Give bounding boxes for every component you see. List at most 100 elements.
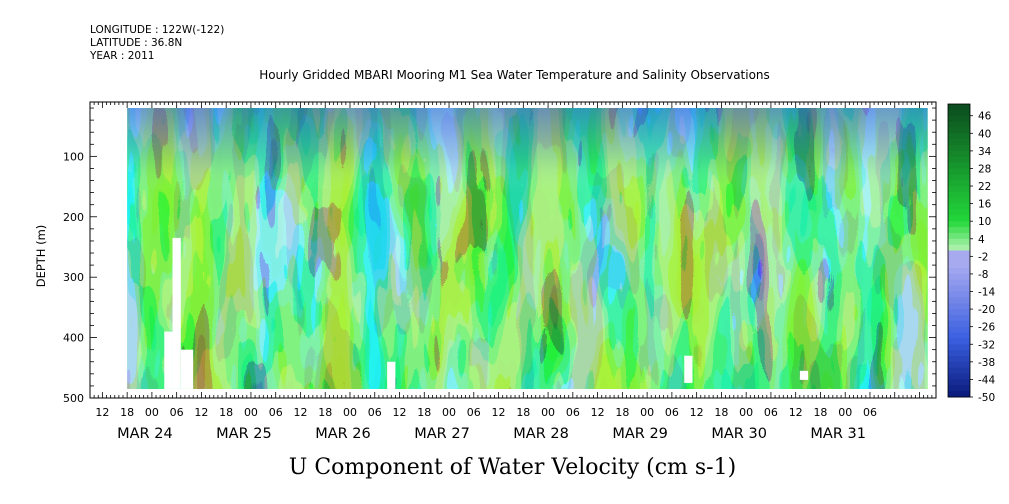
x-tick-label: 06 (170, 406, 184, 419)
colorbar-swatch (948, 115, 970, 123)
colorbar-swatch (948, 244, 970, 251)
x-tick-label: 00 (343, 406, 357, 419)
y-tick-label: 500 (63, 392, 84, 405)
x-date-label: MAR 31 (810, 426, 866, 442)
colorbar-swatch (948, 186, 970, 193)
colorbar-swatch (948, 344, 970, 351)
colorbar-label: 10 (978, 216, 991, 228)
plot-border (89, 101, 937, 399)
colorbar-label: 40 (978, 128, 991, 140)
x-tick-label: 18 (813, 406, 827, 419)
colorbar-label: -20 (978, 304, 995, 316)
colorbar-swatch (948, 314, 970, 322)
y-tick-label: 100 (63, 150, 84, 163)
colorbar-swatch (948, 133, 970, 140)
year-label: YEAR : 2011 (90, 50, 155, 62)
colorbar-label: -50 (978, 392, 995, 404)
colorbar-swatch (948, 332, 970, 339)
colorbar-swatch (948, 303, 970, 310)
missing-block (684, 355, 693, 383)
x-tick-label: 00 (442, 406, 456, 419)
colorbar-swatch (948, 145, 970, 152)
colorbar-swatch (948, 355, 970, 363)
colorbar-swatch (948, 326, 970, 334)
colorbar-swatch (948, 291, 970, 298)
colorbar-swatch (948, 150, 970, 158)
colorbar-swatch (948, 391, 970, 398)
colorbar-swatch (948, 256, 970, 263)
missing-block (164, 331, 173, 389)
variable-label: U Component of Water Velocity (cm s-1) (288, 455, 737, 480)
mooring-metadata: LONGITUDE : 122W(-122) LATITUDE : 36.8N … (90, 24, 224, 63)
x-tick-label: 12 (293, 406, 307, 419)
colorbar-swatch (948, 250, 970, 257)
x-tick-label: 00 (640, 406, 654, 419)
colorbar-swatch (948, 285, 970, 293)
y-axis: 100 200 300 400 500 (63, 107, 936, 405)
missing-block (387, 361, 396, 389)
colorbar-label: 22 (978, 181, 991, 193)
x-date-label: MAR 27 (414, 426, 470, 442)
colorbar-swatch (948, 309, 970, 316)
plot-frame (89, 101, 937, 399)
x-tick-label: 00 (145, 406, 159, 419)
colorbar-swatch (948, 168, 970, 175)
colorbar-swatch (948, 379, 970, 386)
x-date-label: MAR 25 (216, 426, 272, 442)
x-tick-label: 00 (244, 406, 258, 419)
chart-title: Hourly Gridded MBARI Mooring M1 Sea Wate… (259, 68, 770, 82)
missing-block (180, 349, 194, 389)
x-tick-label: 12 (789, 406, 803, 419)
colorbar-swatch (948, 127, 970, 134)
colorbar-swatch (948, 385, 970, 392)
colorbar-swatch (948, 191, 970, 199)
x-tick-label: 18 (318, 406, 332, 419)
colorbar-swatch (948, 279, 970, 287)
colorbar-label: 46 (978, 111, 992, 123)
colorbar-swatch (948, 361, 970, 369)
x-date-label: MAR 30 (711, 426, 767, 442)
colorbar-swatch (948, 197, 970, 205)
colorbar-label: 4 (978, 234, 985, 246)
x-tick-label: 18 (516, 406, 530, 419)
x-tick-label: 18 (120, 406, 134, 419)
x-tick-label: 06 (764, 406, 778, 419)
colorbar-swatch (948, 174, 970, 181)
x-tick-label: 18 (219, 406, 233, 419)
colorbar-swatch (948, 297, 970, 304)
missing-block (799, 370, 809, 380)
colorbar-swatch (948, 268, 970, 275)
colorbar-swatch (948, 338, 970, 345)
colorbar-border (947, 103, 971, 398)
colorbar-swatch (948, 367, 970, 375)
x-tick-label: 06 (467, 406, 481, 419)
colorbar-label: 16 (978, 199, 992, 211)
latitude-label: LATITUDE : 36.8N (90, 37, 183, 49)
colorbar-label: -38 (978, 357, 995, 369)
colorbar-swatch (948, 227, 970, 234)
colorbar-label: -8 (978, 269, 988, 281)
x-axis: 12 18 00 06 12 18 00 06 12 18 00 06 12 18 00 06 12 18 00 06… (89, 102, 937, 442)
x-tick-label: 12 (591, 406, 605, 419)
x-date-label: MAR 29 (612, 426, 668, 442)
colorbar-label: -32 (978, 339, 995, 351)
x-tick-label: 00 (739, 406, 753, 419)
colorbar-label: -26 (978, 322, 995, 334)
colorbar-swatch (948, 320, 970, 328)
colorbar-swatch (948, 262, 970, 269)
y-tick-label: 200 (63, 211, 84, 224)
y-tick-label: 400 (63, 332, 84, 345)
colorbar-label: 34 (978, 146, 992, 158)
longitude-label: LONGITUDE : 122W(-122) (90, 24, 225, 36)
x-date-label: MAR 28 (513, 426, 569, 442)
colorbar-swatch (948, 109, 970, 117)
colorbar-swatch (948, 273, 970, 281)
colorbar-swatch (948, 221, 970, 228)
x-tick-label: 06 (269, 406, 283, 419)
colorbar-label: -14 (978, 287, 995, 299)
colorbar-swatch (948, 209, 970, 216)
x-tick-label: 12 (393, 406, 407, 419)
colorbar-label: 28 (978, 163, 991, 175)
x-tick-label: 06 (863, 406, 877, 419)
colorbar-swatch (948, 121, 970, 128)
